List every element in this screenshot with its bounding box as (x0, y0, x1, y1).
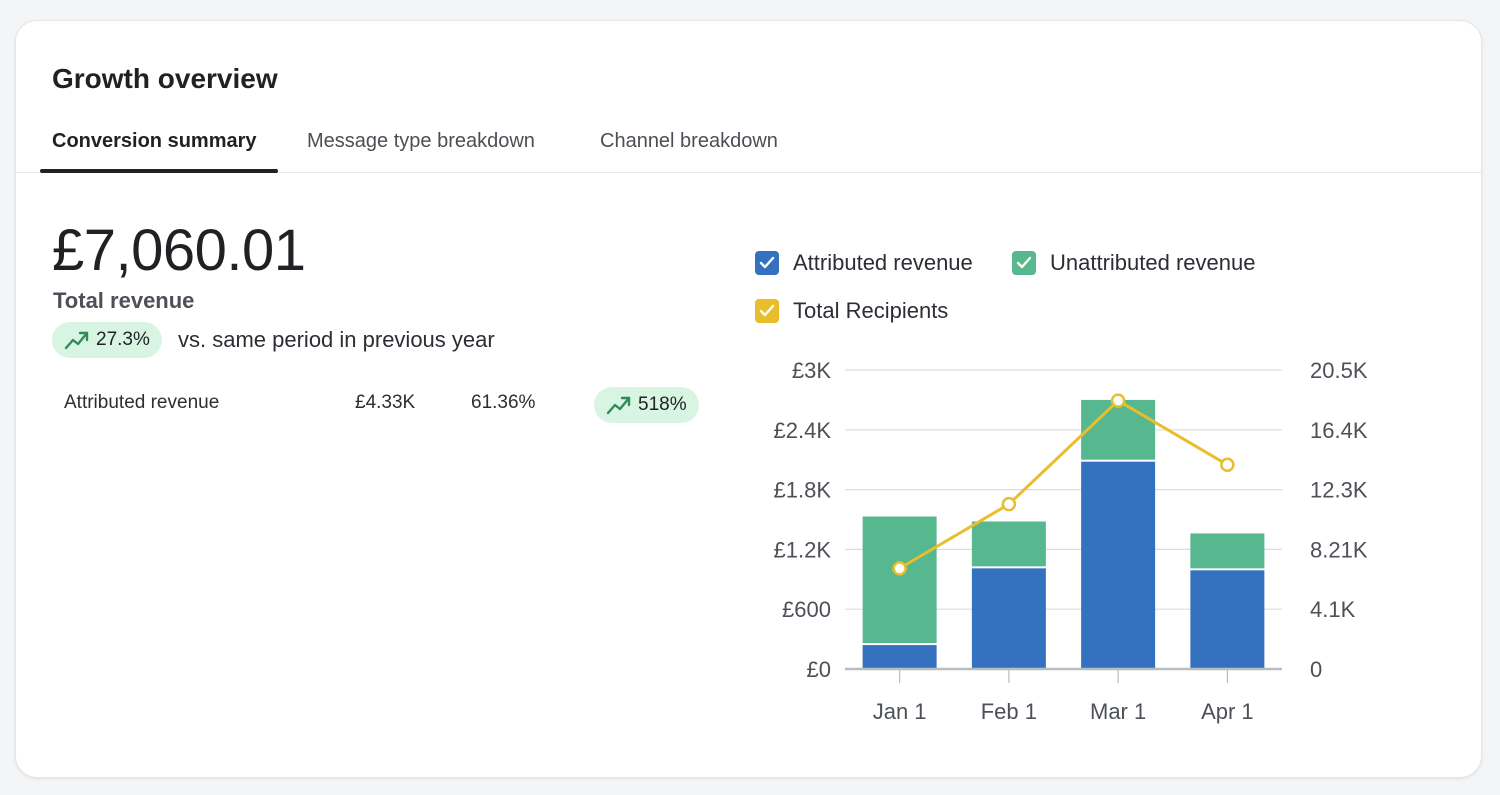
right-axis-tick-label: 20.5K (1310, 358, 1368, 383)
comparison-text: vs. same period in previous year (178, 327, 495, 352)
legend-label: Total Recipients (793, 298, 949, 323)
right-axis-tick-label: 12.3K (1310, 478, 1368, 503)
left-axis-tick-label: £0 (807, 657, 831, 682)
breakdown-row-amount: £4.33K (355, 392, 416, 413)
left-axis-tick-label: £600 (782, 597, 831, 622)
checkbox-checked-icon[interactable] (755, 299, 779, 323)
trending-up-icon (606, 394, 632, 416)
revenue-change-badge: 27.3% (52, 322, 162, 358)
legend-unattributed-revenue[interactable]: Unattributed revenue (1012, 250, 1255, 276)
left-axis-tick-label: £3K (792, 358, 831, 383)
attributed-bar (1190, 570, 1265, 669)
recipients-point (892, 561, 907, 576)
legend-label: Unattributed revenue (1050, 250, 1256, 275)
tab-conversion-summary[interactable]: Conversion summary (52, 130, 257, 152)
attributed-change-value: 518% (638, 394, 687, 415)
checkbox-checked-icon[interactable] (755, 251, 779, 275)
breakdown-row-share: 61.36% (471, 392, 536, 413)
left-axis-tick-label: £1.8K (774, 478, 832, 503)
right-axis-tick-label: 4.1K (1310, 597, 1356, 622)
legend-total-recipients[interactable]: Total Recipients (755, 298, 948, 324)
right-axis-tick-label: 8.21K (1310, 537, 1368, 562)
recipients-point (1001, 496, 1017, 512)
recipients-point (1220, 457, 1235, 473)
breakdown-row-label: Attributed revenue (64, 392, 220, 413)
unattributed-bar (862, 516, 937, 644)
left-axis-tick-label: £2.4K (774, 418, 832, 443)
right-axis-tick-label: 0 (1310, 657, 1322, 682)
x-axis-tick-label: Mar 1 (1090, 699, 1146, 724)
growth-overview-card: Growth overview Conversion summary Messa… (15, 20, 1482, 778)
card-title: Growth overview (52, 63, 278, 94)
total-revenue-value: £7,060.01 (52, 218, 306, 283)
active-tab-indicator (40, 169, 278, 173)
legend-label: Attributed revenue (793, 250, 973, 275)
total-revenue-label: Total revenue (53, 288, 195, 313)
x-axis-tick-label: Jan 1 (873, 699, 927, 724)
left-axis-tick-label: £1.2K (774, 537, 832, 562)
recipients-line (898, 398, 1229, 570)
recipients-point (1110, 393, 1126, 408)
revenue-change-value: 27.3% (96, 329, 150, 350)
attributed-bar (971, 568, 1046, 669)
tab-bar: Conversion summary Message type breakdow… (16, 121, 1481, 173)
unattributed-bar (1081, 399, 1156, 460)
x-axis-tick-label: Apr 1 (1201, 699, 1254, 724)
attributed-bar (862, 645, 937, 669)
tab-message-type-breakdown[interactable]: Message type breakdown (307, 130, 535, 152)
trending-up-icon (64, 329, 90, 351)
unattributed-bar (971, 521, 1046, 567)
tab-channel-breakdown[interactable]: Channel breakdown (600, 130, 778, 152)
attributed-change-badge: 518% (594, 387, 699, 423)
x-axis-tick-label: Feb 1 (981, 699, 1037, 724)
legend-attributed-revenue[interactable]: Attributed revenue (755, 250, 973, 276)
right-axis-tick-label: 16.4K (1310, 418, 1368, 443)
revenue-chart: £0 £600 £1.2K £1.8K £2.4K £3K 0 4.1K 8.21K 12.3K 1… (774, 358, 1368, 724)
attributed-bar (1081, 461, 1156, 669)
unattributed-bar (1190, 533, 1265, 569)
checkbox-checked-icon[interactable] (1012, 251, 1036, 275)
